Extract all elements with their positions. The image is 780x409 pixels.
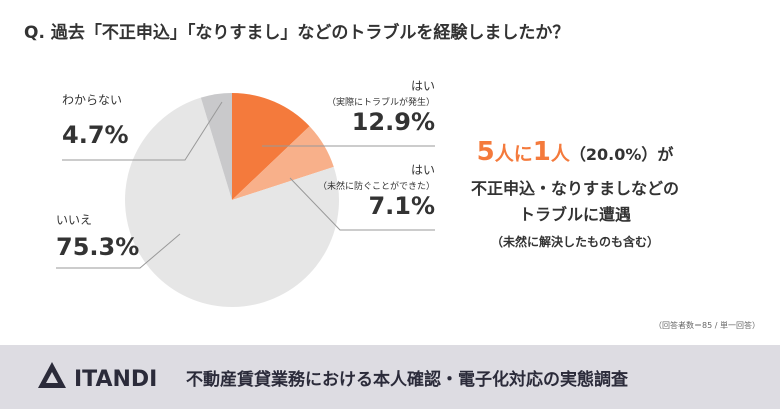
category-label: いいえ xyxy=(56,213,92,227)
category-sublabel: （未然に防ぐことができた） xyxy=(318,180,435,192)
summary-line: 不正申込・なりすましなどの xyxy=(471,179,679,198)
value-label: 12.9% xyxy=(352,108,435,136)
pie-slice xyxy=(200,93,232,200)
highlight-part: 人に xyxy=(495,143,533,165)
value-label: 75.3% xyxy=(56,233,139,261)
summary-line: トラブルに遭遇 xyxy=(519,205,631,224)
pie-slice xyxy=(232,126,334,200)
footer-band xyxy=(0,345,780,409)
value-label: 4.7% xyxy=(62,121,129,149)
highlight-part: が xyxy=(657,145,673,164)
category-label: はい xyxy=(411,79,435,93)
pie-slice xyxy=(125,97,339,308)
highlight-part: （20.0%） xyxy=(570,145,658,164)
logo-icon xyxy=(38,362,66,388)
summary-line: （未然に解決したものも含む） xyxy=(491,234,659,249)
pie xyxy=(125,93,339,308)
highlight-part: 1 xyxy=(533,137,551,167)
leader-line xyxy=(56,233,181,269)
category-label: はい xyxy=(411,163,435,177)
leader-line xyxy=(62,101,223,161)
note: （回答者数＝85 / 単一回答） xyxy=(654,320,760,330)
value-label: 7.1% xyxy=(368,192,435,220)
leader-line xyxy=(289,177,435,231)
category-label: わからない xyxy=(62,93,122,107)
highlight-part: 人 xyxy=(551,143,571,165)
category-sublabel: （実際にトラブルが発生） xyxy=(327,96,435,108)
footer-text: 不動産賃貸業務における本人確認・電子化対応の実態調査 xyxy=(186,369,629,390)
logo-text: ITANDI xyxy=(74,367,157,392)
labels: はい （実際にトラブルが発生）12.9% はい （未然に防ぐことができた）7.1% いい… xyxy=(56,79,435,269)
chart-title: Q. 過去「不正申込」「なりすまし」などのトラブルを経験しましたか？ xyxy=(24,22,569,43)
highlight: 5人に1人（20.0%）が xyxy=(477,137,674,167)
highlight-part: 5 xyxy=(477,137,495,167)
